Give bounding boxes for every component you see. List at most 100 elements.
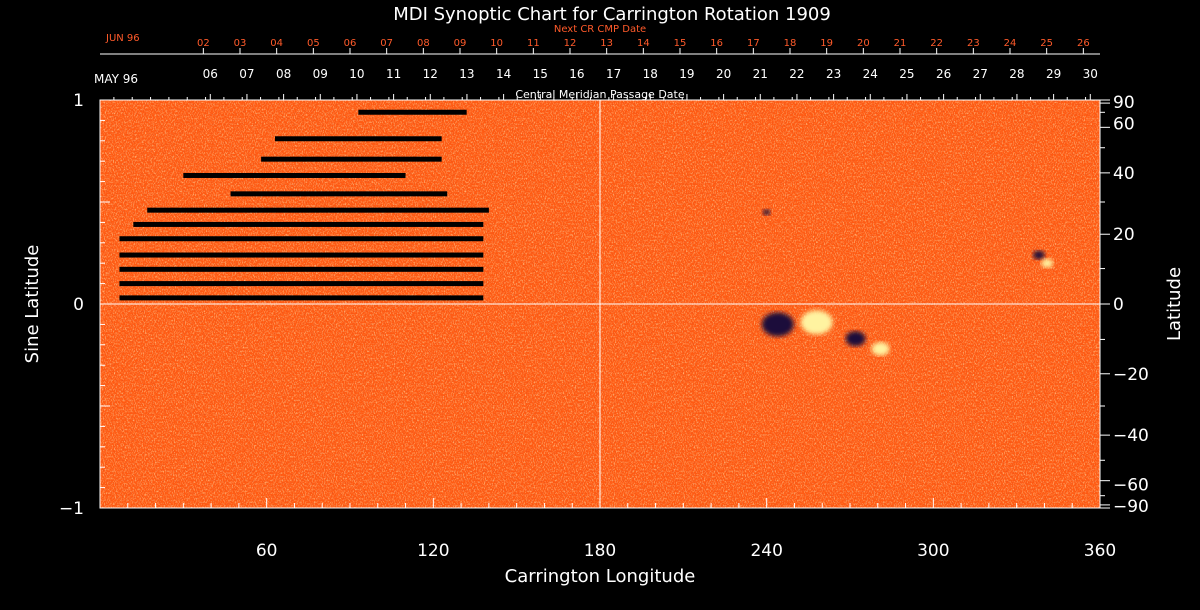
y-left-tick-label: 0 [73,295,84,315]
next-cmp-day-label: 18 [784,38,797,49]
y-right-tick-label: −60 [1113,476,1149,496]
active-region-negative-4 [1032,250,1045,260]
y-axis-left-label: Sine Latitude [22,245,43,364]
next-cmp-day-label: 15 [674,38,687,49]
cmp-day-label: 15 [533,67,548,81]
next-cmp-date-axis: 26 25 24 23 22 21 20 19 18 17 16 15 14 13 12 11 10 09 08 07… [197,38,1090,54]
next-cmp-day-label: 22 [930,38,943,49]
data-gap-10 [119,281,484,287]
next-cmp-day-label: 13 [600,38,613,49]
active-region-positive-1 [800,310,833,335]
next-cmp-day-label: 03 [234,38,247,49]
cmp-day-label: 17 [606,67,621,81]
next-cmp-day-label: 08 [417,38,430,49]
x-tick-label: 360 [1084,541,1116,561]
y-axis-right-label: Latitude [1164,267,1185,341]
active-region-negative-2 [845,331,866,347]
y-right-tick-label: 20 [1113,225,1135,245]
y-right-tick-label: −20 [1113,365,1149,385]
next-cmp-day-label: 10 [490,38,503,49]
data-gap-8 [119,252,484,258]
next-cmp-day-label: 14 [637,38,650,49]
x-tick-label: 180 [584,541,616,561]
active-region-positive-5 [1041,258,1054,268]
next-cmp-day-label: 04 [270,38,283,49]
active-region-positive-3 [871,342,890,356]
next-cmp-caption: Next CR CMP Date [554,24,646,35]
next-cmp-day-label: 26 [1077,38,1090,49]
x-tick-label: 300 [917,541,949,561]
next-cmp-day-label: 17 [747,38,760,49]
cmp-day-label: 22 [789,67,804,81]
y-axis-left: 1 0 −1 [59,91,110,519]
data-gap-1 [275,136,442,142]
data-gap-11 [119,295,484,301]
next-cmp-day-label: 16 [710,38,723,49]
cmp-day-label: 30 [1083,67,1098,81]
next-cmp-day-label: 12 [564,38,577,49]
next-cmp-day-label: 20 [857,38,870,49]
next-cmp-day-label: 06 [344,38,357,49]
y-right-tick-label: −40 [1113,426,1149,446]
cmp-day-label: 08 [276,67,291,81]
cmp-day-label: 20 [716,67,731,81]
cmp-day-label: 09 [313,67,328,81]
cmp-day-label: 24 [863,67,878,81]
cmp-day-label: 21 [753,67,768,81]
cmp-day-label: 27 [973,67,988,81]
cmp-day-label: 14 [496,67,511,81]
cmp-day-label: 06 [203,67,218,81]
data-gap-7 [119,236,484,242]
cmp-day-label: 29 [1046,67,1061,81]
data-gap-4 [230,191,448,197]
cmp-day-label: 19 [679,67,694,81]
cmp-day-label: 16 [569,67,584,81]
cmp-date-axis: 30 29 28 27 26 25 24 23 22 21 20 19 18 17 16 15 14 13 12 11… [113,67,1098,100]
cmp-day-label: 26 [936,67,951,81]
x-tick-label: 60 [256,541,278,561]
chart-title: MDI Synoptic Chart for Carrington Rotati… [393,4,831,25]
next-cmp-day-label: 23 [967,38,980,49]
active-regions [761,209,1054,356]
data-gap-0 [358,109,467,115]
next-cmp-day-label: 07 [380,38,393,49]
cmp-day-label: 13 [459,67,474,81]
cmp-day-label: 10 [349,67,364,81]
y-left-tick-label: 1 [73,91,84,111]
cmp-day-label: 11 [386,67,401,81]
data-gap-3 [183,172,406,178]
data-gap-2 [261,156,442,162]
data-gap-streaks [119,109,489,301]
x-tick-label: 120 [417,541,449,561]
active-region-negative-0 [761,312,794,337]
data-gap-9 [119,266,484,272]
data-gap-6 [133,221,484,227]
y-right-tick-label: 90 [1113,93,1135,113]
next-cmp-day-label: 02 [197,38,210,49]
x-axis: 60 120 180 240 300 360 [127,498,1116,561]
current-month-label: MAY 96 [94,72,138,86]
active-region-negative-6 [762,209,771,216]
y-right-tick-label: 40 [1113,164,1135,184]
next-cmp-day-label: 11 [527,38,540,49]
next-month-label: JUN 96 [105,33,140,44]
next-cmp-day-label: 19 [820,38,833,49]
x-tick-label: 240 [750,541,782,561]
cmp-day-label: 18 [643,67,658,81]
y-right-tick-label: 60 [1113,114,1135,134]
next-cmp-day-label: 05 [307,38,320,49]
y-right-tick-label: −90 [1113,497,1149,517]
cmp-day-label: 12 [423,67,438,81]
x-axis-label: Carrington Longitude [505,566,696,587]
cmp-day-label: 07 [239,67,254,81]
cmp-day-label: 23 [826,67,841,81]
next-cmp-day-label: 21 [894,38,907,49]
y-right-tick-label: 0 [1113,295,1124,315]
data-gap-5 [147,207,489,213]
cmp-day-label: 25 [899,67,914,81]
cmp-caption: Central Meridian Passage Date [515,88,684,101]
next-cmp-day-label: 24 [1004,38,1017,49]
cmp-day-label: 28 [1009,67,1024,81]
